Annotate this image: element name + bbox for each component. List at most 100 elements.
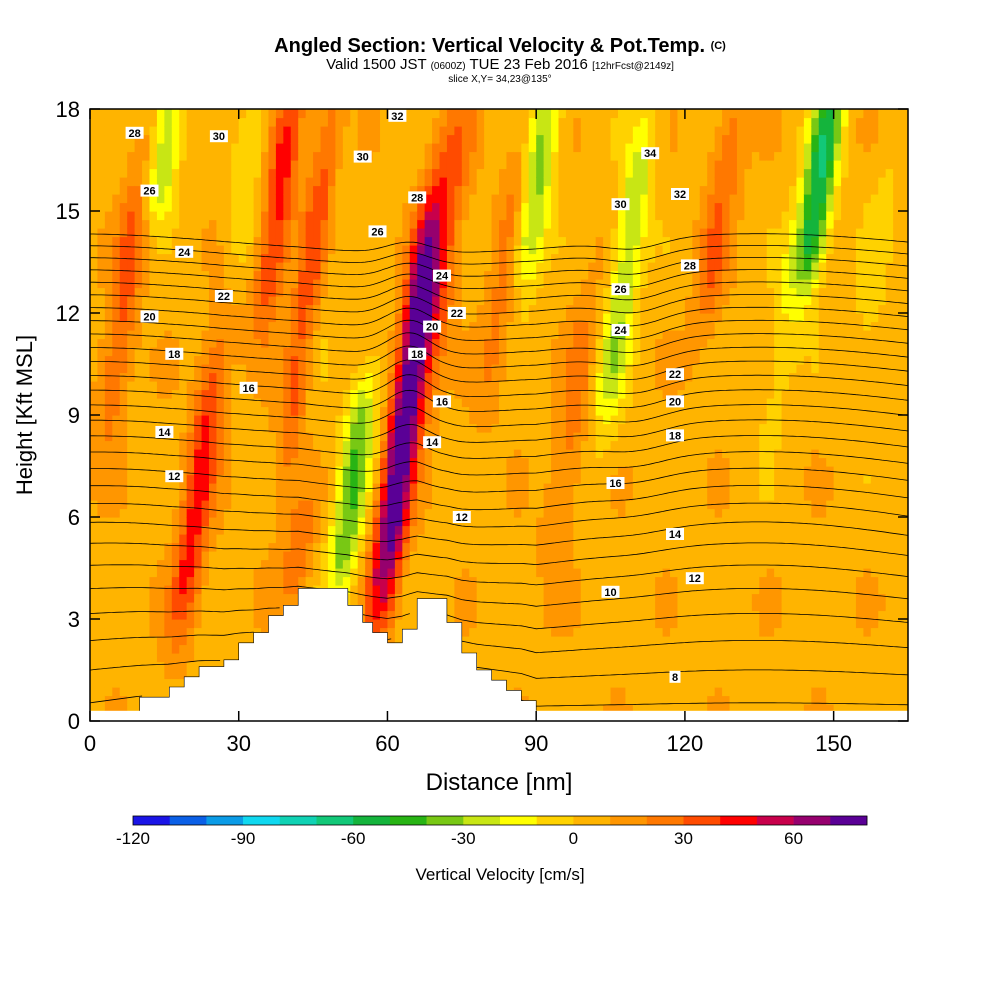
velocity-cell (536, 636, 545, 646)
velocity-cell (171, 627, 180, 637)
velocity-cell (580, 313, 589, 323)
velocity-cell (536, 602, 545, 612)
velocity-cell (484, 653, 493, 663)
velocity-cell (513, 143, 522, 153)
velocity-cell (551, 687, 560, 697)
velocity-cell (327, 508, 336, 518)
velocity-cell (402, 134, 411, 144)
velocity-cell (112, 457, 121, 467)
velocity-cell (350, 245, 359, 255)
velocity-cell (513, 432, 522, 442)
velocity-cell (179, 423, 188, 433)
velocity-cell (565, 160, 574, 170)
velocity-cell (342, 576, 351, 586)
velocity-cell (305, 483, 314, 493)
velocity-cell (216, 542, 225, 552)
velocity-cell (565, 338, 574, 348)
velocity-cell (506, 508, 515, 518)
velocity-cell (365, 534, 374, 544)
velocity-cell (432, 117, 441, 127)
velocity-cell (104, 194, 113, 204)
velocity-cell (327, 160, 336, 170)
velocity-cell (446, 287, 455, 297)
velocity-cell (446, 253, 455, 263)
velocity-cell (201, 287, 210, 297)
velocity-cell (499, 636, 508, 646)
velocity-cell (558, 185, 567, 195)
velocity-cell (380, 559, 389, 569)
velocity-cell (536, 585, 545, 595)
velocity-cell (365, 321, 374, 331)
velocity-cell (387, 466, 396, 476)
velocity-cell (104, 457, 113, 467)
velocity-cell (394, 304, 403, 314)
velocity-cell (521, 619, 530, 629)
velocity-cell (506, 585, 515, 595)
velocity-cell (104, 704, 113, 714)
velocity-cell (580, 364, 589, 374)
velocity-cell (565, 636, 574, 646)
velocity-cell (543, 211, 552, 221)
velocity-cell (551, 602, 560, 612)
velocity-cell (104, 406, 113, 416)
velocity-cell (446, 440, 455, 450)
velocity-cell (186, 661, 195, 671)
velocity-cell (528, 474, 537, 484)
velocity-cell (595, 525, 604, 535)
velocity-cell (357, 593, 366, 603)
velocity-cell (164, 287, 173, 297)
velocity-cell (149, 542, 158, 552)
velocity-cell (484, 559, 493, 569)
velocity-cell (261, 253, 270, 263)
velocity-cell (149, 619, 158, 629)
velocity-cell (573, 593, 582, 603)
velocity-cell (580, 151, 589, 161)
velocity-cell (231, 321, 240, 331)
velocity-cell (186, 194, 195, 204)
velocity-cell (469, 483, 478, 493)
velocity-cell (208, 143, 218, 153)
velocity-cell (536, 432, 545, 442)
velocity-cell (127, 338, 136, 348)
velocity-cell (313, 508, 322, 518)
velocity-cell (342, 279, 351, 289)
velocity-cell (558, 194, 567, 204)
velocity-cell (521, 576, 530, 586)
velocity-cell (313, 143, 322, 153)
velocity-cell (417, 372, 426, 382)
velocity-cell (268, 313, 277, 323)
velocity-cell (580, 704, 589, 714)
velocity-cell (499, 653, 508, 663)
velocity-cell (558, 253, 567, 263)
velocity-cell (201, 432, 210, 442)
velocity-cell (499, 559, 508, 569)
velocity-cell (253, 228, 262, 238)
velocity-cell (551, 517, 560, 527)
velocity-cell (112, 644, 121, 654)
velocity-cell (112, 245, 121, 255)
velocity-cell (536, 704, 545, 714)
velocity-cell (134, 117, 143, 127)
velocity-cell (97, 542, 106, 552)
velocity-cell (127, 313, 136, 323)
velocity-cell (372, 508, 381, 518)
velocity-cell (171, 338, 180, 348)
velocity-cell (261, 432, 270, 442)
velocity-cell (454, 185, 463, 195)
velocity-cell (342, 194, 351, 204)
velocity-cell (342, 525, 351, 535)
velocity-cell (298, 177, 307, 187)
velocity-cell (134, 517, 143, 527)
velocity-cell (231, 474, 240, 484)
velocity-cell (238, 313, 247, 323)
velocity-cell (528, 551, 537, 561)
velocity-cell (402, 202, 411, 212)
velocity-cell (127, 389, 136, 399)
velocity-cell (208, 194, 218, 204)
velocity-cell (380, 406, 389, 416)
velocity-cell (305, 134, 314, 144)
velocity-cell (104, 313, 113, 323)
velocity-cell (201, 304, 210, 314)
velocity-cell (305, 415, 314, 425)
velocity-cell (536, 245, 545, 255)
